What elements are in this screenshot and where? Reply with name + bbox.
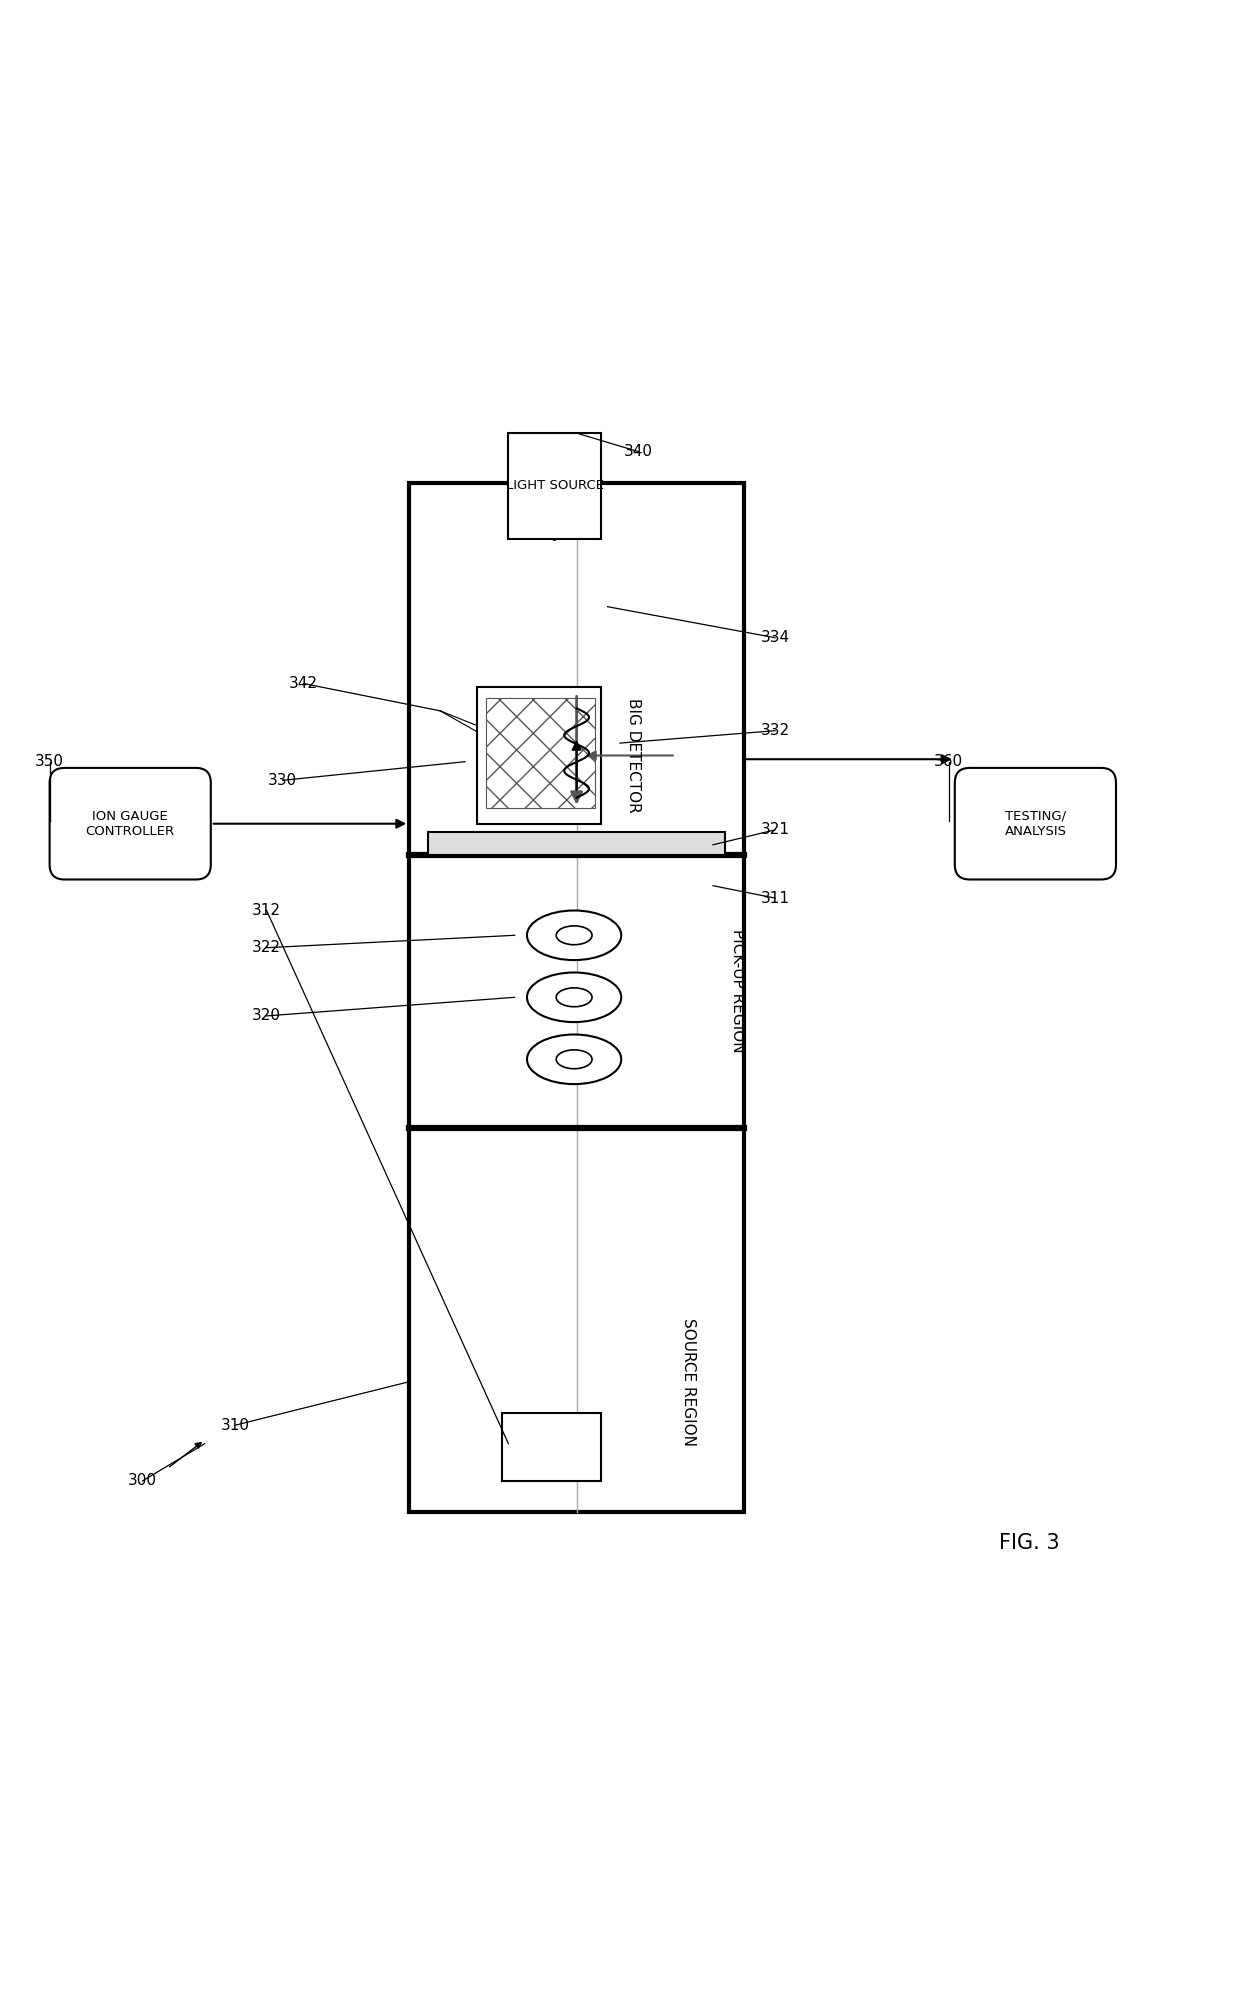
FancyBboxPatch shape	[50, 769, 211, 879]
Text: 340: 340	[624, 444, 653, 460]
Text: LIGHT SOURCE: LIGHT SOURCE	[506, 480, 604, 492]
FancyBboxPatch shape	[955, 769, 1116, 879]
Text: BIG DETECTOR: BIG DETECTOR	[626, 698, 641, 813]
Bar	[486, 698, 595, 807]
Text: 312: 312	[252, 903, 281, 917]
Ellipse shape	[527, 1034, 621, 1084]
Bar	[477, 686, 601, 823]
Text: FIG. 3: FIG. 3	[999, 1533, 1059, 1553]
Text: 334: 334	[760, 630, 790, 644]
Text: 350: 350	[35, 755, 64, 769]
Text: 330: 330	[268, 773, 298, 789]
Text: 300: 300	[128, 1473, 157, 1489]
Ellipse shape	[557, 987, 591, 1008]
Ellipse shape	[557, 925, 591, 945]
Ellipse shape	[527, 973, 621, 1022]
Text: PICK-UP REGION: PICK-UP REGION	[730, 929, 745, 1054]
Text: TESTING/
ANALYSIS: TESTING/ ANALYSIS	[1004, 809, 1066, 837]
Text: 332: 332	[760, 723, 790, 739]
Bar	[409, 484, 744, 1511]
Text: SOURCE REGION: SOURCE REGION	[681, 1319, 696, 1445]
Text: 311: 311	[760, 891, 790, 905]
Text: 320: 320	[252, 1008, 281, 1024]
Bar	[508, 434, 601, 538]
Text: 310: 310	[221, 1417, 250, 1433]
Ellipse shape	[527, 911, 621, 959]
Text: ION GAUGE
CONTROLLER: ION GAUGE CONTROLLER	[86, 809, 175, 837]
Ellipse shape	[557, 1050, 591, 1068]
Text: 360: 360	[934, 755, 963, 769]
Text: 322: 322	[252, 939, 281, 955]
Text: 342: 342	[289, 676, 319, 690]
Text: 321: 321	[760, 823, 790, 837]
Bar	[428, 833, 725, 855]
Bar	[502, 1413, 601, 1481]
